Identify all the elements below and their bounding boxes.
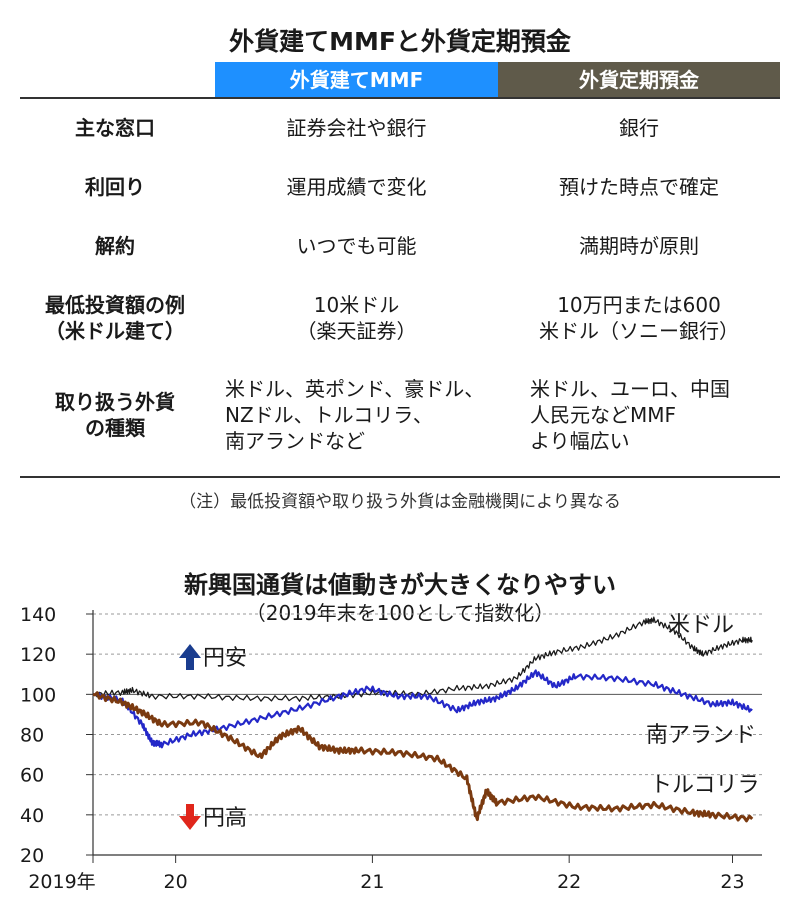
cell-mmf-line: いつでも可能 — [296, 234, 417, 258]
row-label-line: 主な窓口 — [75, 116, 155, 140]
x-tick-label: 2019年 — [28, 871, 95, 893]
table-title: 外貨建てMMFと外貨定期預金 — [229, 27, 571, 56]
annotation-label: 円安 — [203, 646, 247, 671]
arrow-up-icon — [179, 644, 201, 670]
axis-layer: 20 40 60 80 100 120 140 2019年 20 21 22 23 — [20, 604, 762, 893]
cell-deposit-line: 預けた時点で確定 — [559, 175, 719, 199]
row-label: 主な窓口 — [20, 115, 210, 141]
table-top-rule — [20, 97, 780, 99]
cell-mmf-line: 米ドル、英ポンド、豪ドル、 — [225, 377, 485, 401]
series-line — [92, 669, 753, 749]
cell-deposit: 銀行 — [498, 115, 780, 141]
row-label: 最低投資額の例 （米ドル建て） — [20, 292, 210, 344]
arrow-down-icon — [179, 804, 201, 830]
y-tick-label: 100 — [20, 684, 56, 706]
cell-mmf: 証券会社や銀行 — [215, 115, 498, 141]
cell-mmf-line: 10米ドル — [313, 293, 400, 317]
cell-mmf: 10米ドル （楽天証券） — [215, 292, 498, 344]
table-bottom-rule — [20, 476, 780, 478]
cell-deposit-line: 米ドル、ユーロ、中国 — [530, 377, 730, 401]
cell-deposit-line: 米ドル（ソニー銀行） — [539, 319, 739, 343]
cell-deposit-line: 満期時が原則 — [579, 234, 699, 258]
series-line — [92, 616, 753, 702]
cell-mmf: いつでも可能 — [215, 233, 498, 259]
row-label-line: （米ドル建て） — [45, 319, 185, 343]
cell-deposit-line: 10万円または600 — [557, 293, 721, 317]
y-tick-label: 80 — [20, 725, 44, 747]
cell-deposit: 預けた時点で確定 — [498, 174, 780, 200]
cell-deposit-line: 銀行 — [619, 116, 659, 140]
cell-deposit: 10万円または600 米ドル（ソニー銀行） — [498, 292, 780, 344]
annotation-label: 円高 — [203, 806, 247, 831]
x-tick-label: 23 — [720, 871, 744, 893]
series-line — [92, 691, 754, 823]
cell-mmf-line: （楽天証券） — [296, 319, 417, 343]
cell-mmf: 米ドル、英ポンド、豪ドル、 NZドル、トルコリラ、 南アランドなど — [225, 376, 500, 454]
row-label-line: 最低投資額の例 — [45, 293, 185, 317]
y-tick-label: 60 — [20, 765, 44, 787]
row-label: 利回り — [20, 174, 210, 200]
series-name-label: 米ドル — [668, 613, 734, 638]
y-tick-label: 20 — [20, 845, 44, 867]
column-header-mmf: 外貨建てMMF — [215, 62, 498, 98]
x-tick-label: 22 — [557, 871, 581, 893]
chart-subtitle: （2019年末を100として指数化） — [245, 601, 555, 625]
cell-mmf: 運用成績で変化 — [215, 174, 498, 200]
x-tick-label: 20 — [164, 871, 188, 893]
series-name-label: トルコリラ — [650, 773, 760, 798]
row-label-line: の種類 — [85, 416, 145, 440]
row-label-line: 取り扱う外貨 — [55, 390, 175, 414]
table-note: （注）最低投資額や取り扱う外貨は金融機関により異なる — [179, 492, 621, 512]
row-label-line: 利回り — [85, 175, 145, 199]
row-label-line: 解約 — [95, 234, 135, 258]
cell-mmf-line: NZドル、トルコリラ、 — [225, 403, 433, 427]
cell-deposit-line: より幅広い — [530, 429, 630, 453]
row-label: 解約 — [20, 233, 210, 259]
cell-mmf-line: 南アランドなど — [225, 429, 365, 453]
x-tick-label: 21 — [360, 871, 384, 893]
chart-title: 新興国通貨は値動きが大きくなりやすい — [184, 571, 616, 599]
cell-mmf-line: 証券会社や銀行 — [286, 116, 427, 140]
series-layer — [92, 616, 754, 823]
series-name-label: 南アランド — [646, 723, 756, 748]
cell-deposit: 満期時が原則 — [498, 233, 780, 259]
cell-deposit-line: 人民元などMMF — [530, 403, 677, 427]
y-tick-label: 140 — [20, 604, 56, 626]
cell-deposit: 米ドル、ユーロ、中国 人民元などMMF より幅広い — [530, 376, 780, 454]
column-header-deposit: 外貨定期預金 — [498, 62, 780, 98]
row-label: 取り扱う外貨 の種類 — [20, 389, 210, 441]
grid-layer — [93, 613, 762, 816]
y-tick-label: 40 — [20, 805, 44, 827]
y-tick-label: 120 — [20, 644, 56, 666]
cell-mmf-line: 運用成績で変化 — [286, 175, 427, 199]
